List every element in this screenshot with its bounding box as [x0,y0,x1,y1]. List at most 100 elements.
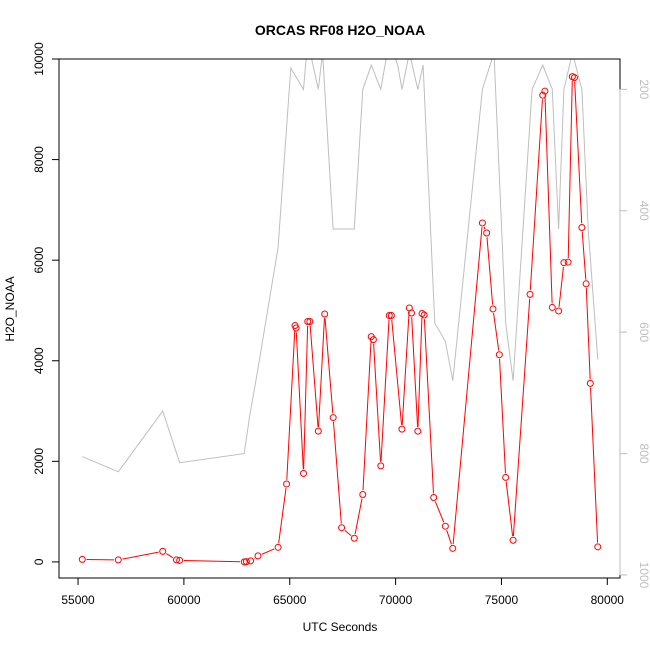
y-right-tick-label: 200 [637,79,650,99]
data-point [539,91,547,99]
data-point [570,74,578,82]
series-segment [332,421,342,524]
series-segment [493,313,500,351]
x-axis: 55000 60000 65000 70000 75000 80000 [61,577,625,607]
data-point [430,494,438,502]
secondary-series [82,59,599,473]
series-segment [483,226,486,230]
data-point [242,558,250,566]
data-point [172,556,180,564]
data-point [502,473,510,481]
series-segment [122,551,159,560]
data-point [509,536,517,544]
series-segment [411,317,419,427]
y-tick-label: 2000 [32,448,46,475]
data-point [387,311,395,319]
series-segment [512,298,531,537]
series-segment [590,387,599,543]
series-segment [303,325,309,470]
data-point [414,427,422,435]
y-right-tick-label: 1000 [637,562,650,589]
series-segment [505,481,514,537]
x-tick-label: 70000 [379,593,413,607]
chart-title: ORCAS RF08 H2O_NOAA [255,22,425,38]
data-point [321,310,329,318]
data-point [254,552,262,560]
data-point [385,311,393,319]
data-point [420,311,428,319]
data-point [418,309,426,317]
series-segment [309,325,319,428]
series-segment [446,530,452,545]
data-point [526,290,534,298]
data-point [483,229,491,237]
data-point [377,462,385,470]
series-segment [261,548,275,555]
series-segment [373,343,382,462]
x-axis-label: UTC Seconds [303,620,378,634]
data-point [350,534,358,542]
series-segment [278,488,287,544]
series-segment [585,287,591,380]
series-segment [558,266,564,307]
series-segment [452,227,483,545]
series-segment [295,332,304,470]
series-segment [286,329,296,480]
data-point [398,425,406,433]
y-right-tick-label: 600 [637,322,650,342]
data-point [560,259,568,267]
x-tick-label: 65000 [273,593,307,607]
data-point [564,258,572,266]
data-point [541,87,549,95]
data-point [338,524,346,532]
series-segment [544,95,553,304]
h2o-noaa-series [78,73,602,566]
data-point [329,414,337,422]
data-point [114,556,122,564]
data-point [283,480,291,488]
y-right-tick-label: 800 [637,444,650,464]
series-segment [391,319,403,426]
y-tick-label: 8000 [32,146,46,173]
y-tick-label: 4000 [32,347,46,374]
series-segment [574,81,583,224]
data-point [159,547,167,555]
x-tick-label: 80000 [591,593,625,607]
series-segment [486,237,494,305]
series-segment [344,530,352,536]
data-point [292,324,300,332]
data-point [306,318,314,326]
data-point [300,469,308,477]
x-tick-label: 75000 [485,593,519,607]
data-point [555,307,563,315]
data-point [274,543,282,551]
series-segment [567,80,573,258]
data-point [582,280,590,288]
y-tick-label: 6000 [32,246,46,273]
data-point [176,556,184,564]
data-point [449,544,457,552]
data-point [441,522,449,530]
data-point [359,491,367,499]
data-point [369,336,377,344]
x-tick-label: 60000 [167,593,201,607]
series-segment [581,231,587,280]
series-segment [324,318,334,414]
data-point [495,351,503,359]
data-point [548,303,556,311]
series-line [82,59,599,473]
series-segment [354,498,363,535]
data-point [314,427,322,435]
series-segment [183,559,241,563]
data-point [478,219,486,227]
data-point [578,223,586,231]
y-axis-right: 200 400 600 800 1000 [619,79,650,589]
data-point [594,543,602,551]
series-segment [362,340,372,491]
y-right-tick-label: 400 [637,201,650,221]
series-segment [401,312,410,425]
data-point [78,555,86,563]
series-segment [434,501,445,523]
series-segment [499,358,506,474]
